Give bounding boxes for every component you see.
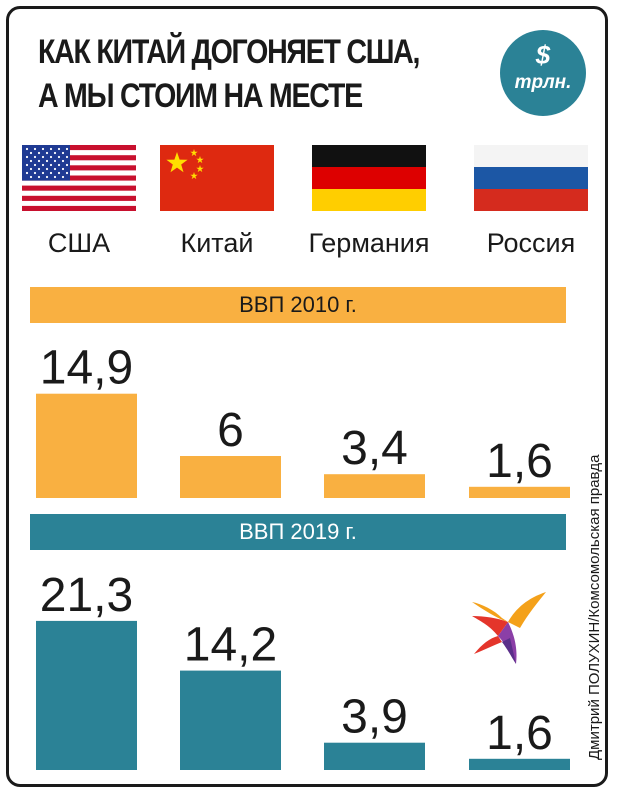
photo-credit: Дмитрий ПОЛУХИН/Комсомольская правда [586,454,603,760]
country-label-usa: США [47,228,111,258]
value-label-2019-usa: 21,3 [40,569,133,622]
bar-2010-usa [36,393,137,498]
bar-2019-russia [469,758,570,770]
value-label-2019-russia: 1,6 [486,707,553,760]
bar-2010-germany [324,474,425,498]
title-line-2: А МЫ СТОИМ НА МЕСТЕ [38,77,363,115]
value-label-2010-germany: 3,4 [341,422,408,475]
title-line-1: КАК КИТАЙ ДОГОНЯЕТ США, [38,33,420,71]
usa-flag-icon [22,145,136,211]
value-label-2019-germany: 3,9 [341,691,408,744]
currency-badge: $ трлн. [500,30,586,116]
section-band-2019: ВВП 2019 г. [30,514,566,550]
section-band-2010: ВВП 2010 г. [30,287,566,323]
value-label-2010-usa: 14,9 [40,342,133,395]
country-label-china: Китай [180,228,254,258]
swallow-logo-icon [472,592,546,664]
germany-flag-icon [312,145,426,211]
bar-2010-russia [469,486,570,498]
country-label-russia: Россия [486,228,576,258]
china-flag-icon [160,145,274,211]
unit-label: трлн. [514,72,572,93]
value-label-2010-china: 6 [217,404,244,457]
value-label-2019-china: 14,2 [184,619,277,672]
bar-2019-usa [36,620,137,770]
russia-flag-icon [474,145,588,211]
bar-2019-germany [324,742,425,770]
country-label-germany: Германия [308,228,430,258]
dollar-icon: $ [535,40,551,70]
bar-2010-china [180,456,281,498]
bar-2019-china [180,670,281,770]
value-label-2010-russia: 1,6 [486,435,553,488]
page-title: КАК КИТАЙ ДОГОНЯЕТ США, А МЫ СТОИМ НА МЕ… [38,30,420,118]
